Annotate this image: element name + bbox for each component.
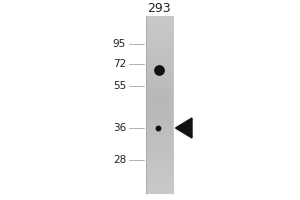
Bar bbox=[146, 125, 172, 127]
Bar bbox=[146, 152, 172, 154]
Bar bbox=[146, 170, 172, 172]
Text: 55: 55 bbox=[113, 81, 126, 91]
Bar bbox=[146, 107, 172, 109]
Bar bbox=[146, 167, 172, 170]
Bar bbox=[146, 52, 172, 54]
Text: 72: 72 bbox=[113, 59, 126, 69]
Point bbox=[155, 126, 160, 130]
Bar bbox=[146, 85, 172, 87]
Bar bbox=[146, 98, 172, 101]
Bar bbox=[146, 18, 172, 20]
Bar bbox=[146, 105, 172, 107]
Bar bbox=[146, 103, 172, 105]
Bar bbox=[146, 174, 172, 176]
Bar bbox=[146, 58, 172, 60]
Bar bbox=[146, 183, 172, 185]
Bar bbox=[146, 136, 172, 138]
Bar bbox=[146, 92, 172, 94]
Bar bbox=[146, 163, 172, 165]
Bar bbox=[146, 87, 172, 89]
Bar bbox=[146, 20, 172, 23]
Bar bbox=[146, 43, 172, 45]
Bar bbox=[146, 185, 172, 187]
Bar bbox=[146, 118, 172, 121]
Bar bbox=[146, 63, 172, 65]
Bar bbox=[146, 114, 172, 116]
Text: 28: 28 bbox=[113, 155, 126, 165]
Bar bbox=[146, 129, 172, 132]
Bar bbox=[146, 40, 172, 43]
Bar bbox=[146, 38, 172, 40]
Bar bbox=[146, 32, 172, 34]
Bar bbox=[146, 190, 172, 192]
Point bbox=[157, 68, 161, 72]
Bar bbox=[146, 132, 172, 134]
Bar bbox=[146, 143, 172, 145]
Bar bbox=[146, 69, 172, 72]
Bar bbox=[146, 187, 172, 190]
Bar bbox=[146, 16, 172, 18]
Bar bbox=[146, 72, 172, 74]
Bar bbox=[146, 23, 172, 25]
Bar bbox=[146, 127, 172, 129]
Bar bbox=[146, 34, 172, 36]
Bar bbox=[146, 27, 172, 29]
Bar bbox=[146, 109, 172, 112]
Bar bbox=[146, 121, 172, 123]
Bar bbox=[146, 123, 172, 125]
Bar bbox=[146, 134, 172, 136]
Bar bbox=[146, 65, 172, 67]
Polygon shape bbox=[176, 118, 192, 138]
Bar bbox=[146, 25, 172, 27]
Bar bbox=[146, 45, 172, 47]
Bar bbox=[146, 29, 172, 32]
Text: 293: 293 bbox=[147, 1, 171, 15]
Bar bbox=[146, 78, 172, 81]
Bar bbox=[146, 101, 172, 103]
Bar bbox=[146, 47, 172, 49]
Bar bbox=[146, 172, 172, 174]
Text: 95: 95 bbox=[113, 39, 126, 49]
Bar bbox=[146, 176, 172, 178]
Bar bbox=[146, 138, 172, 141]
Bar bbox=[146, 145, 172, 147]
Bar bbox=[146, 181, 172, 183]
Bar bbox=[146, 116, 172, 118]
Bar bbox=[146, 158, 172, 161]
Bar bbox=[146, 54, 172, 56]
Bar bbox=[146, 74, 172, 76]
Bar bbox=[146, 156, 172, 158]
Bar bbox=[146, 81, 172, 83]
Bar bbox=[146, 192, 172, 194]
Bar bbox=[146, 96, 172, 98]
Bar bbox=[146, 49, 172, 52]
Bar bbox=[146, 149, 172, 152]
Text: 36: 36 bbox=[113, 123, 126, 133]
Bar bbox=[146, 67, 172, 69]
Bar bbox=[146, 178, 172, 181]
Bar bbox=[146, 76, 172, 78]
Bar bbox=[146, 36, 172, 38]
Bar bbox=[146, 94, 172, 96]
Bar bbox=[146, 56, 172, 58]
Bar bbox=[146, 60, 172, 63]
Bar bbox=[146, 141, 172, 143]
Bar bbox=[146, 83, 172, 85]
Bar bbox=[146, 165, 172, 167]
Bar bbox=[146, 89, 172, 92]
Bar bbox=[146, 112, 172, 114]
Bar bbox=[146, 154, 172, 156]
Bar bbox=[146, 161, 172, 163]
Bar bbox=[146, 147, 172, 149]
